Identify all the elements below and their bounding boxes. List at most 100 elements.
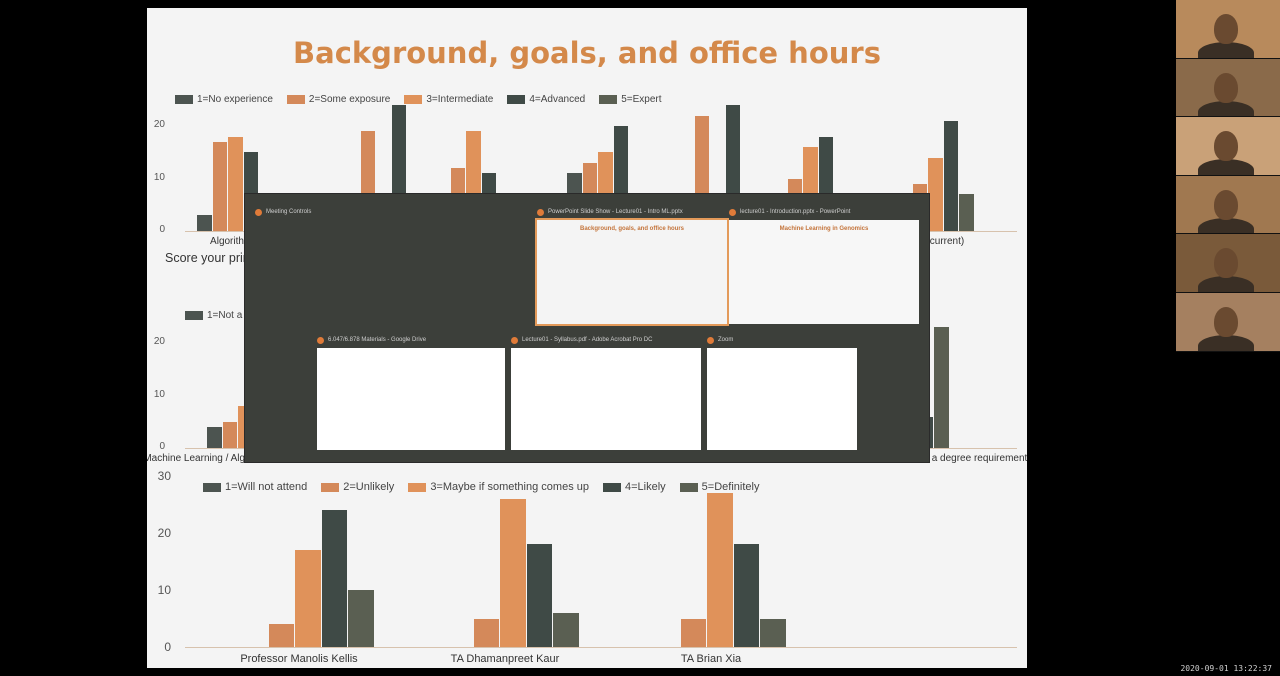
- chart-bar: [959, 194, 974, 231]
- thumbnail-title: Machine Learning in Genomics: [779, 226, 869, 232]
- participant-head: [1214, 248, 1238, 279]
- x-tick-label: TA Dhamanpreet Kaur: [450, 653, 560, 665]
- legend-item: 1=Will not attend: [203, 481, 307, 493]
- legend-label: 5=Definitely: [701, 481, 760, 493]
- chart-bar: [500, 498, 526, 647]
- participant-head: [1214, 189, 1238, 220]
- webcam-tile[interactable]: [1176, 117, 1280, 176]
- y-tick-label: 20: [153, 336, 165, 348]
- window-header: lecture01 - Introduction.pptx - PowerPoi…: [729, 206, 919, 218]
- app-icon: [511, 336, 518, 344]
- x-axis: [185, 647, 1017, 648]
- chart-legend: 1=Will not attend 2=Unlikely 3=Maybe if so…: [203, 481, 759, 493]
- y-tick-label: 10: [153, 388, 165, 400]
- window-thumbnail: Machine Learning in Genomics: [729, 220, 919, 324]
- legend-swatch: [404, 95, 423, 104]
- y-tick-label: 10: [153, 171, 165, 183]
- switcher-window[interactable]: Meeting Controls: [255, 206, 525, 316]
- chart-bar: [222, 421, 237, 448]
- legend-swatch: [203, 482, 221, 492]
- participant-body: [1198, 100, 1254, 117]
- switcher-window[interactable]: 6.047/6.878 Materials - Google Drive: [317, 334, 505, 452]
- legend-label: 4=Advanced: [529, 94, 586, 105]
- legend-item: 5=Expert: [599, 94, 662, 105]
- webcam-tile[interactable]: [1176, 234, 1280, 293]
- chart-bar: [553, 612, 579, 647]
- chart-bar: [207, 427, 222, 448]
- participant-body: [1198, 276, 1254, 292]
- participant-body: [1198, 42, 1254, 58]
- legend-swatch: [408, 482, 427, 492]
- legend-swatch: [602, 482, 621, 492]
- switcher-window[interactable]: Zoom: [707, 334, 857, 452]
- survey-prompt: Score your prim: [165, 251, 254, 265]
- slide-title: Background, goals, and office hours: [293, 36, 881, 70]
- switcher-window[interactable]: PowerPoint Slide Show - Lecture01 - Intr…: [535, 206, 729, 326]
- participant-body: [1198, 217, 1254, 234]
- legend-item: 1=No experience: [175, 94, 273, 105]
- app-icon: [537, 208, 544, 216]
- chart-bar: [228, 136, 243, 231]
- webcam-strip: [1176, 0, 1280, 352]
- app-icon: [729, 208, 736, 216]
- y-tick-label: 30: [157, 469, 171, 483]
- legend-swatch: [175, 95, 193, 104]
- chart-bar: [943, 120, 958, 231]
- y-tick-label: 10: [157, 583, 171, 597]
- window-thumbnail: Background, goals, and office hours: [535, 218, 729, 326]
- x-tick-label: Machine Learning / Algo: [147, 453, 251, 464]
- window-header: Lecture01 - Syllabus.pdf - Adobe Acrobat…: [511, 334, 701, 346]
- chart-bar: [733, 544, 759, 647]
- participant-head: [1214, 14, 1238, 44]
- switcher-window[interactable]: Lecture01 - Syllabus.pdf - Adobe Acrobat…: [511, 334, 701, 452]
- window-thumbnail: [707, 348, 857, 450]
- webcam-tile[interactable]: [1176, 0, 1280, 59]
- legend-swatch: [507, 95, 526, 104]
- chart-bar: [928, 157, 943, 231]
- chart-legend: 1=Not a: [185, 310, 242, 321]
- chart-bar: [934, 327, 949, 448]
- legend-swatch: [679, 482, 698, 492]
- legend-item: 3=Intermediate: [404, 94, 493, 105]
- chart-bar: [197, 215, 212, 231]
- window-title: Lecture01 - Syllabus.pdf - Adobe Acrobat…: [522, 337, 653, 343]
- legend-label: 5=Expert: [621, 94, 662, 105]
- legend-label: 1=No experience: [197, 94, 273, 105]
- y-tick-label: 20: [157, 526, 171, 540]
- y-tick-label: 0: [164, 640, 171, 654]
- participant-head: [1214, 72, 1238, 103]
- chart-bar: [348, 590, 374, 647]
- app-icon: [255, 208, 262, 216]
- app-icon: [707, 336, 714, 344]
- x-tick-label: Professor Manolis Kellis: [240, 653, 358, 665]
- chart-bar: [473, 618, 499, 647]
- x-tick-label: l a degree requirement: [926, 453, 1027, 464]
- chart-bar: [526, 544, 552, 647]
- legend-label: 1=Not a: [207, 310, 243, 321]
- window-header: Meeting Controls: [255, 206, 525, 218]
- chart-bar: [321, 510, 347, 647]
- participant-head: [1214, 306, 1238, 337]
- legend-swatch: [185, 311, 203, 320]
- legend-item: 2=Some exposure: [286, 94, 391, 105]
- legend-item: 5=Definitely: [679, 481, 760, 493]
- switcher-window[interactable]: lecture01 - Introduction.pptx - PowerPoi…: [729, 206, 919, 326]
- legend-item: 4=Likely: [602, 481, 666, 493]
- participant-body: [1198, 159, 1254, 175]
- webcam-tile[interactable]: [1176, 58, 1280, 118]
- legend-item: 3=Maybe if something comes up: [408, 481, 589, 493]
- legend-label: 3=Intermediate: [426, 94, 494, 105]
- window-header: 6.047/6.878 Materials - Google Drive: [317, 334, 505, 346]
- window-thumbnail: [255, 220, 525, 314]
- timestamp: 2020-09-01 13:22:37: [1180, 664, 1272, 673]
- legend-swatch: [599, 95, 618, 104]
- task-switcher: Meeting Controls PowerPoint Slide Show - …: [244, 193, 930, 463]
- webcam-tile[interactable]: [1176, 175, 1280, 235]
- x-tick-label: TA Brian Xia: [680, 653, 742, 665]
- window-title: lecture01 - Introduction.pptx - PowerPoi…: [740, 209, 851, 215]
- webcam-tile[interactable]: [1176, 292, 1280, 352]
- participant-body: [1198, 334, 1254, 351]
- legend-label: 2=Some exposure: [308, 94, 391, 105]
- window-thumbnail: [317, 348, 505, 450]
- app-icon: [317, 336, 324, 344]
